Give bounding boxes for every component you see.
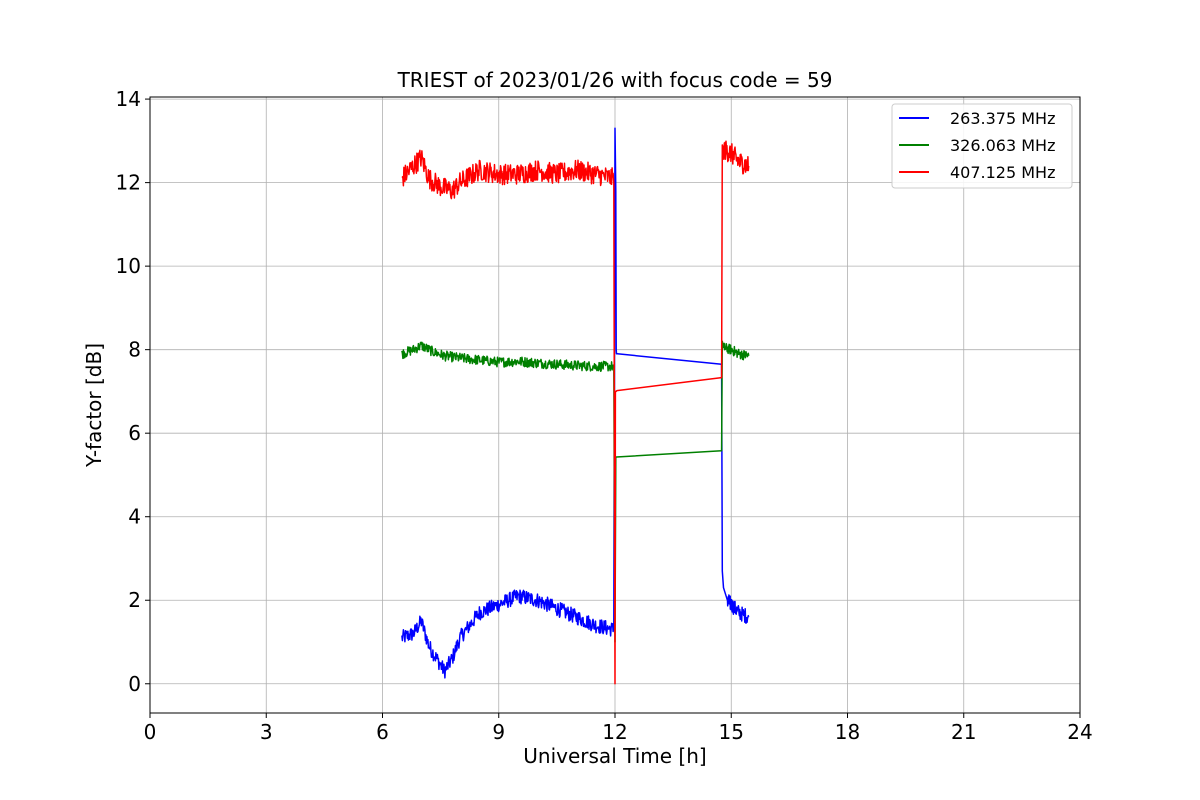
x-tick-label: 15 xyxy=(719,720,744,744)
y-tick-label: 6 xyxy=(128,421,141,445)
x-tick-label: 12 xyxy=(602,720,627,744)
legend: 263.375 MHz 326.063 MHz 407.125 MHz xyxy=(891,103,1073,189)
series-line-3 xyxy=(401,140,750,685)
x-tick-label: 21 xyxy=(951,720,976,744)
legend-label: 326.063 MHz xyxy=(950,136,1055,155)
series-line-1 xyxy=(401,127,750,679)
y-tick-label: 12 xyxy=(116,171,141,195)
y-tick-label: 10 xyxy=(116,254,141,278)
x-tick-label: 6 xyxy=(376,720,389,744)
x-tick-label: 9 xyxy=(492,720,505,744)
y-tick-label: 4 xyxy=(128,505,141,529)
x-tick-label: 18 xyxy=(835,720,860,744)
x-tick-label: 24 xyxy=(1067,720,1092,744)
x-axis-label: Universal Time [h] xyxy=(523,744,706,768)
chart-title: TRIEST of 2023/01/26 with focus code = 5… xyxy=(397,68,833,92)
legend-label: 263.375 MHz xyxy=(950,109,1055,128)
y-tick-label: 8 xyxy=(128,338,141,362)
y-tick-label: 0 xyxy=(128,672,141,696)
legend-label: 407.125 MHz xyxy=(950,163,1055,182)
x-tick-label: 0 xyxy=(144,720,157,744)
series-line-2 xyxy=(401,340,750,643)
x-tick-label: 3 xyxy=(260,720,273,744)
y-tick-label: 2 xyxy=(128,588,141,612)
y-axis-label: Y-factor [dB] xyxy=(82,343,106,468)
y-tick-label: 14 xyxy=(116,87,141,111)
legend-box xyxy=(891,103,1073,189)
plot-area xyxy=(401,127,750,685)
